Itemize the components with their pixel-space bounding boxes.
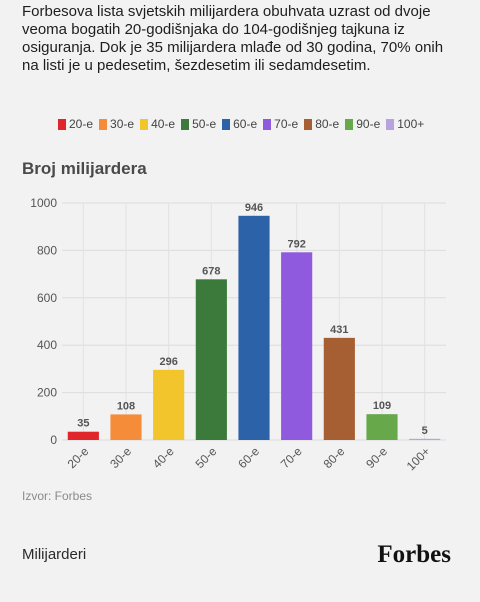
y-tick-label: 400: [37, 338, 57, 352]
legend-item: 60-e: [222, 117, 257, 131]
legend-item: 80-e: [304, 117, 339, 131]
data-label: 792: [287, 238, 305, 250]
legend-label: 80-e: [315, 117, 340, 131]
data-label: 108: [117, 400, 135, 412]
legend-swatch: [58, 118, 66, 130]
data-label: 678: [202, 265, 220, 277]
legend-label: 40-e: [151, 117, 176, 131]
y-tick-label: 200: [37, 386, 57, 400]
x-tick-label: 70-e: [278, 444, 305, 471]
source-note: Izvor: Forbes: [22, 489, 93, 503]
legend-item: 50-e: [181, 117, 216, 131]
section-label: Milijarderi: [22, 546, 87, 563]
bar: [153, 369, 185, 440]
legend-swatch: [99, 118, 108, 130]
y-tick-label: 600: [37, 291, 57, 305]
x-tick-label: 90-e: [363, 444, 390, 471]
legend-item: 20-e: [58, 117, 93, 131]
bar: [323, 337, 355, 440]
legend-swatch: [345, 118, 354, 130]
x-tick-label: 30-e: [107, 444, 134, 471]
legend-label: 100+: [397, 117, 425, 131]
bar: [409, 438, 441, 440]
chart-legend: 20-e 30-e 40-e 50-e 60-e 70-e 80-e 90-e 100+: [58, 117, 430, 131]
data-label: 431: [330, 324, 348, 336]
data-label: 946: [245, 202, 263, 214]
data-label: 296: [159, 356, 177, 368]
legend-label: 90-e: [356, 117, 381, 131]
legend-item: 70-e: [263, 117, 298, 131]
bar: [110, 414, 142, 440]
legend-swatch: [181, 118, 190, 130]
legend-item: 30-e: [99, 117, 134, 131]
x-tick-label: 60-e: [235, 444, 262, 471]
legend-swatch: [263, 118, 272, 130]
legend-label: 60-e: [233, 117, 258, 131]
legend-label: 70-e: [274, 117, 299, 131]
legend-label: 30-e: [110, 117, 135, 131]
bar: [195, 279, 227, 440]
legend-swatch: [304, 118, 313, 130]
x-tick-label: 20-e: [65, 444, 92, 471]
legend-swatch: [386, 118, 395, 130]
y-tick-label: 0: [50, 433, 57, 447]
x-tick-label: 100+: [404, 444, 433, 473]
bar: [67, 431, 99, 440]
legend-swatch: [140, 118, 149, 130]
legend-item: 90-e: [345, 117, 380, 131]
bar: [281, 252, 313, 440]
forbes-logo: Forbes: [377, 541, 451, 568]
y-tick-label: 1000: [30, 196, 57, 210]
legend-label: 20-e: [69, 117, 94, 131]
x-tick-label: 80-e: [321, 444, 348, 471]
chart-title: Broj milijardera: [22, 159, 147, 178]
legend-item: 100+: [386, 117, 424, 131]
x-tick-label: 40-e: [150, 444, 177, 471]
data-label: 35: [77, 418, 89, 430]
bar: [238, 215, 270, 440]
data-label: 109: [373, 400, 391, 412]
legend-item: 40-e: [140, 117, 175, 131]
bar-chart: 0 200 400 600 800 1000 35 20-e 108 30-e 296 40-e 678…: [30, 196, 446, 473]
data-label: 5: [422, 425, 428, 437]
intro-text: Forbesova lista svjetskih milijardera ob…: [22, 3, 444, 74]
x-tick-label: 50-e: [193, 444, 220, 471]
legend-swatch: [222, 118, 231, 130]
legend-label: 50-e: [192, 117, 217, 131]
y-tick-label: 800: [37, 243, 57, 257]
bar: [366, 414, 398, 440]
